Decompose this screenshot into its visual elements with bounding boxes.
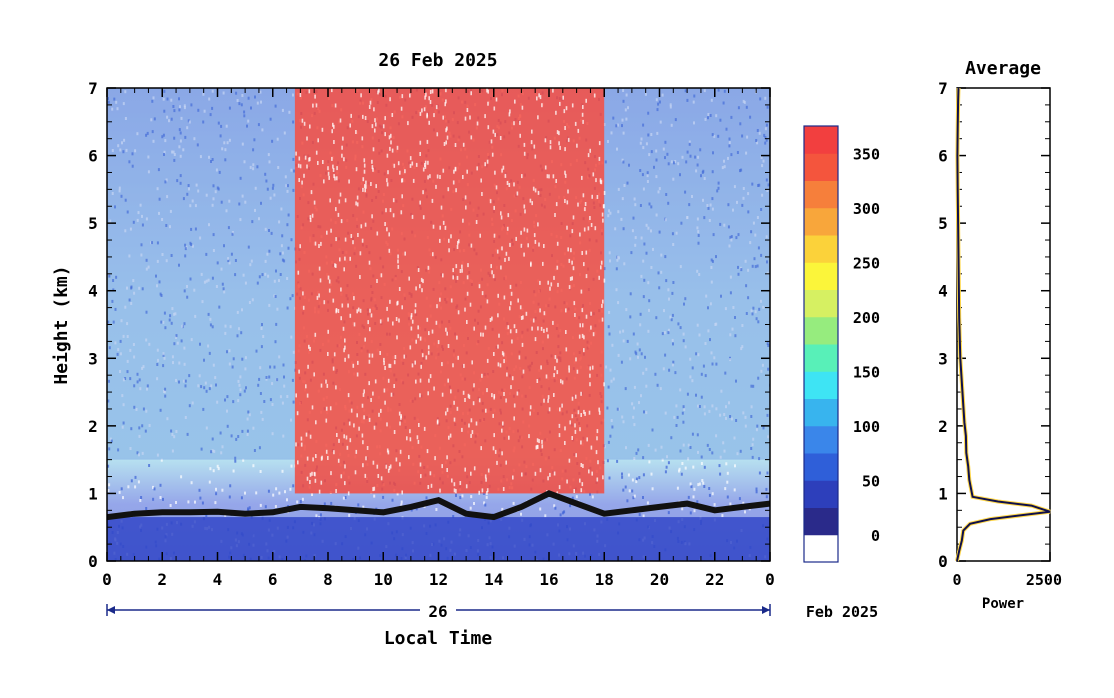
colorbar-tick-label: 150 xyxy=(853,363,880,381)
x-tick-label: 14 xyxy=(484,570,503,589)
colorbar-frame xyxy=(803,125,839,563)
y-tick-label: 2 xyxy=(88,417,98,436)
colorbar-segment xyxy=(804,480,838,508)
colorbar-segment xyxy=(804,507,838,536)
x-tick-label: 10 xyxy=(374,570,393,589)
colorbar-segment xyxy=(804,262,838,290)
colorbar-tick-label: 100 xyxy=(853,418,880,436)
average-x-axis-label: Power xyxy=(982,596,1024,612)
main-title: 26 Feb 2025 xyxy=(378,50,497,71)
region-2 xyxy=(604,88,770,460)
colorbar-segment xyxy=(804,371,838,399)
date-bar-arrow-right xyxy=(762,606,770,614)
y-tick-label: 7 xyxy=(88,79,98,98)
x-tick-label: 22 xyxy=(705,570,724,589)
colorbar-segment xyxy=(804,153,838,181)
y-tick-label: 3 xyxy=(88,349,98,368)
colorbar-segment xyxy=(804,425,838,454)
x-tick-label: 20 xyxy=(650,570,669,589)
cloud-layer-line xyxy=(107,490,770,521)
x-tick-label: 6 xyxy=(268,570,278,589)
colorbar-segment xyxy=(804,235,838,263)
x-tick-label: 18 xyxy=(595,570,614,589)
colorbar-tick-label: 200 xyxy=(853,309,880,327)
colorbar-segment xyxy=(804,126,838,154)
colorbar-tick-label: 250 xyxy=(853,254,880,272)
colorbar-segment xyxy=(804,453,838,481)
colorbar-segment xyxy=(804,398,838,427)
y-tick-label: 0 xyxy=(88,552,98,571)
date-bar-month-label: Feb 2025 xyxy=(806,603,878,621)
date-bar-arrow-left xyxy=(107,606,115,614)
x-tick-label: 4 xyxy=(213,570,223,589)
average-series-line xyxy=(956,87,1051,562)
date-bar-day-label: 26 xyxy=(428,602,447,621)
x-tick-label: 0 xyxy=(102,570,112,589)
colorbar-segment xyxy=(804,180,838,209)
x-tick-label: 2 xyxy=(157,570,167,589)
average-y-tick-label: 0 xyxy=(938,552,948,571)
heatmap-field xyxy=(107,88,770,561)
average-plot: 0 1 2 3 4 5 6 7 0 2500 xyxy=(938,79,1062,589)
average-x-tick-label: 0 xyxy=(952,571,961,589)
average-y-tick-label: 4 xyxy=(938,282,948,301)
average-y-tick-label: 1 xyxy=(938,484,948,503)
x-tick-label: 12 xyxy=(429,570,448,589)
colorbar-segment xyxy=(804,207,838,236)
x-tick-label: 8 xyxy=(323,570,333,589)
average-x-tick-label: 2500 xyxy=(1026,571,1062,589)
average-y-tick-label: 2 xyxy=(938,417,948,436)
average-y-tick-label: 3 xyxy=(938,349,948,368)
x-tick-label: 0 xyxy=(765,570,775,589)
colorbar-tick-label: 50 xyxy=(862,472,880,490)
y-axis-label: Height (km) xyxy=(51,265,72,384)
region-0 xyxy=(294,88,605,494)
x-tick-label: 16 xyxy=(539,570,558,589)
x-axis-label: Local Time xyxy=(384,628,493,649)
colorbar-tick-label: 350 xyxy=(853,145,880,163)
colorbar: 0 50 100 150 200 250 300 350 xyxy=(803,125,880,563)
average-y-tick-label: 5 xyxy=(938,214,948,233)
colorbar-segment xyxy=(804,316,838,345)
average-title: Average xyxy=(965,58,1041,79)
y-tick-label: 6 xyxy=(88,147,98,166)
y-tick-label: 4 xyxy=(88,282,98,301)
region-speckle xyxy=(295,88,606,496)
average-y-tick-label: 7 xyxy=(938,79,948,98)
colorbar-segment xyxy=(804,289,838,318)
colorbar-segment xyxy=(804,534,838,563)
y-tick-label: 5 xyxy=(88,214,98,233)
y-tick-label: 1 xyxy=(88,484,98,503)
colorbar-tick-label: 0 xyxy=(871,527,880,545)
colorbar-tick-label: 300 xyxy=(853,200,880,218)
region-1 xyxy=(107,88,295,460)
average-y-tick-label: 6 xyxy=(938,147,948,166)
colorbar-segment xyxy=(804,344,838,372)
